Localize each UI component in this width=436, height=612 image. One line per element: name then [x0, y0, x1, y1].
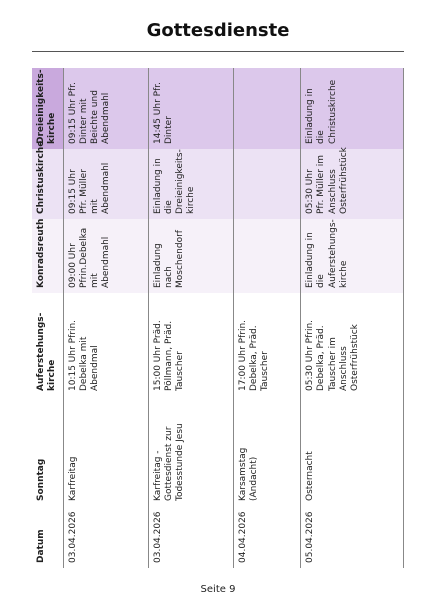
table-cell: 09:15 Uhr Pfr. Müller mit Abendmahl — [63, 149, 149, 219]
table-cell: 03.04.2026 — [67, 511, 78, 563]
page-number: Seite 9 — [200, 584, 236, 595]
schedule-table: Datum Sonntag Auferstehungs-kirche Konradsr… — [32, 68, 404, 568]
table-cell: 05:30 Uhr Pfr. Müller im Anschluss Oster… — [300, 147, 404, 219]
table-cell: Einladung in die Dreieinigkeits-kirche — [148, 149, 234, 219]
table-cell: 10:15 Uhr Pfrin. Debelka mit Abendmal — [67, 319, 101, 391]
column-header: Christuskirche — [32, 141, 63, 219]
table-cell — [233, 68, 301, 149]
table-cell: Karfreitag — [67, 456, 78, 501]
table-cell: 05:30 Uhr Pfrin. Debelka, Präd. Tauscher… — [305, 319, 361, 391]
table-cell: 15:00 Uhr Präd. Pöllmann, Präd. Tauscher — [152, 320, 186, 391]
table-row: 05.04.2026 Osternacht 05:30 Uhr Pfrin. Deb… — [300, 68, 404, 568]
table-row: 04.04.2026 Karsamstag (Andacht) 17:00 Uhr … — [233, 68, 301, 568]
table-cell: Karsamstag (Andacht) — [237, 447, 259, 501]
header-row: Datum Sonntag Auferstehungs-kirche Konradsr… — [32, 68, 63, 568]
table-cell: 05.04.2026 — [305, 511, 316, 563]
table-cell: Osternacht — [305, 451, 316, 501]
title-rule — [32, 51, 404, 52]
table-cell — [233, 149, 301, 219]
table-row: 03.04.2026 Karfreitag - Gottesdienst zur … — [148, 68, 234, 568]
table-rotated: Datum Sonntag Auferstehungs-kirche Konradsr… — [32, 68, 404, 568]
table-cell: 14:45 Uhr Pfr. Dinter — [148, 68, 234, 149]
table-cell: Karfreitag - Gottesdienst zur Todesstund… — [152, 423, 186, 501]
table-cell: 17:00 Uhr Pfrin. Debelka, Präd. Tauscher — [237, 319, 271, 391]
table-cell — [233, 219, 301, 293]
table-cell: 04.04.2026 — [237, 511, 248, 563]
column-header: Sonntag — [36, 458, 46, 501]
table-cell: 09:00 Uhr Pfrin.Debelka mit Abendmahl — [63, 219, 149, 293]
page-title: Gottesdienste — [146, 20, 290, 41]
column-header: Auferstehungs-kirche — [36, 312, 58, 391]
table-cell: Einladung in die Christuskirche — [300, 68, 404, 149]
table-row: 03.04.2026 Karfreitag 10:15 Uhr Pfrin. Deb… — [63, 68, 149, 568]
column-header: Konradsreuth — [32, 219, 63, 293]
table-cell: Einladung in die Auferstehungs-kirche — [300, 219, 404, 293]
table-cell: 09:15 Uhr Pfr. Dinter mit Beichte und Ab… — [63, 68, 149, 149]
table-cell: 03.04.2026 — [152, 511, 163, 563]
column-header: Dreieinigkeits-kirche — [32, 68, 63, 149]
table-cell: Einladung nach Moschendorf — [148, 219, 234, 293]
column-header: Datum — [36, 529, 46, 563]
